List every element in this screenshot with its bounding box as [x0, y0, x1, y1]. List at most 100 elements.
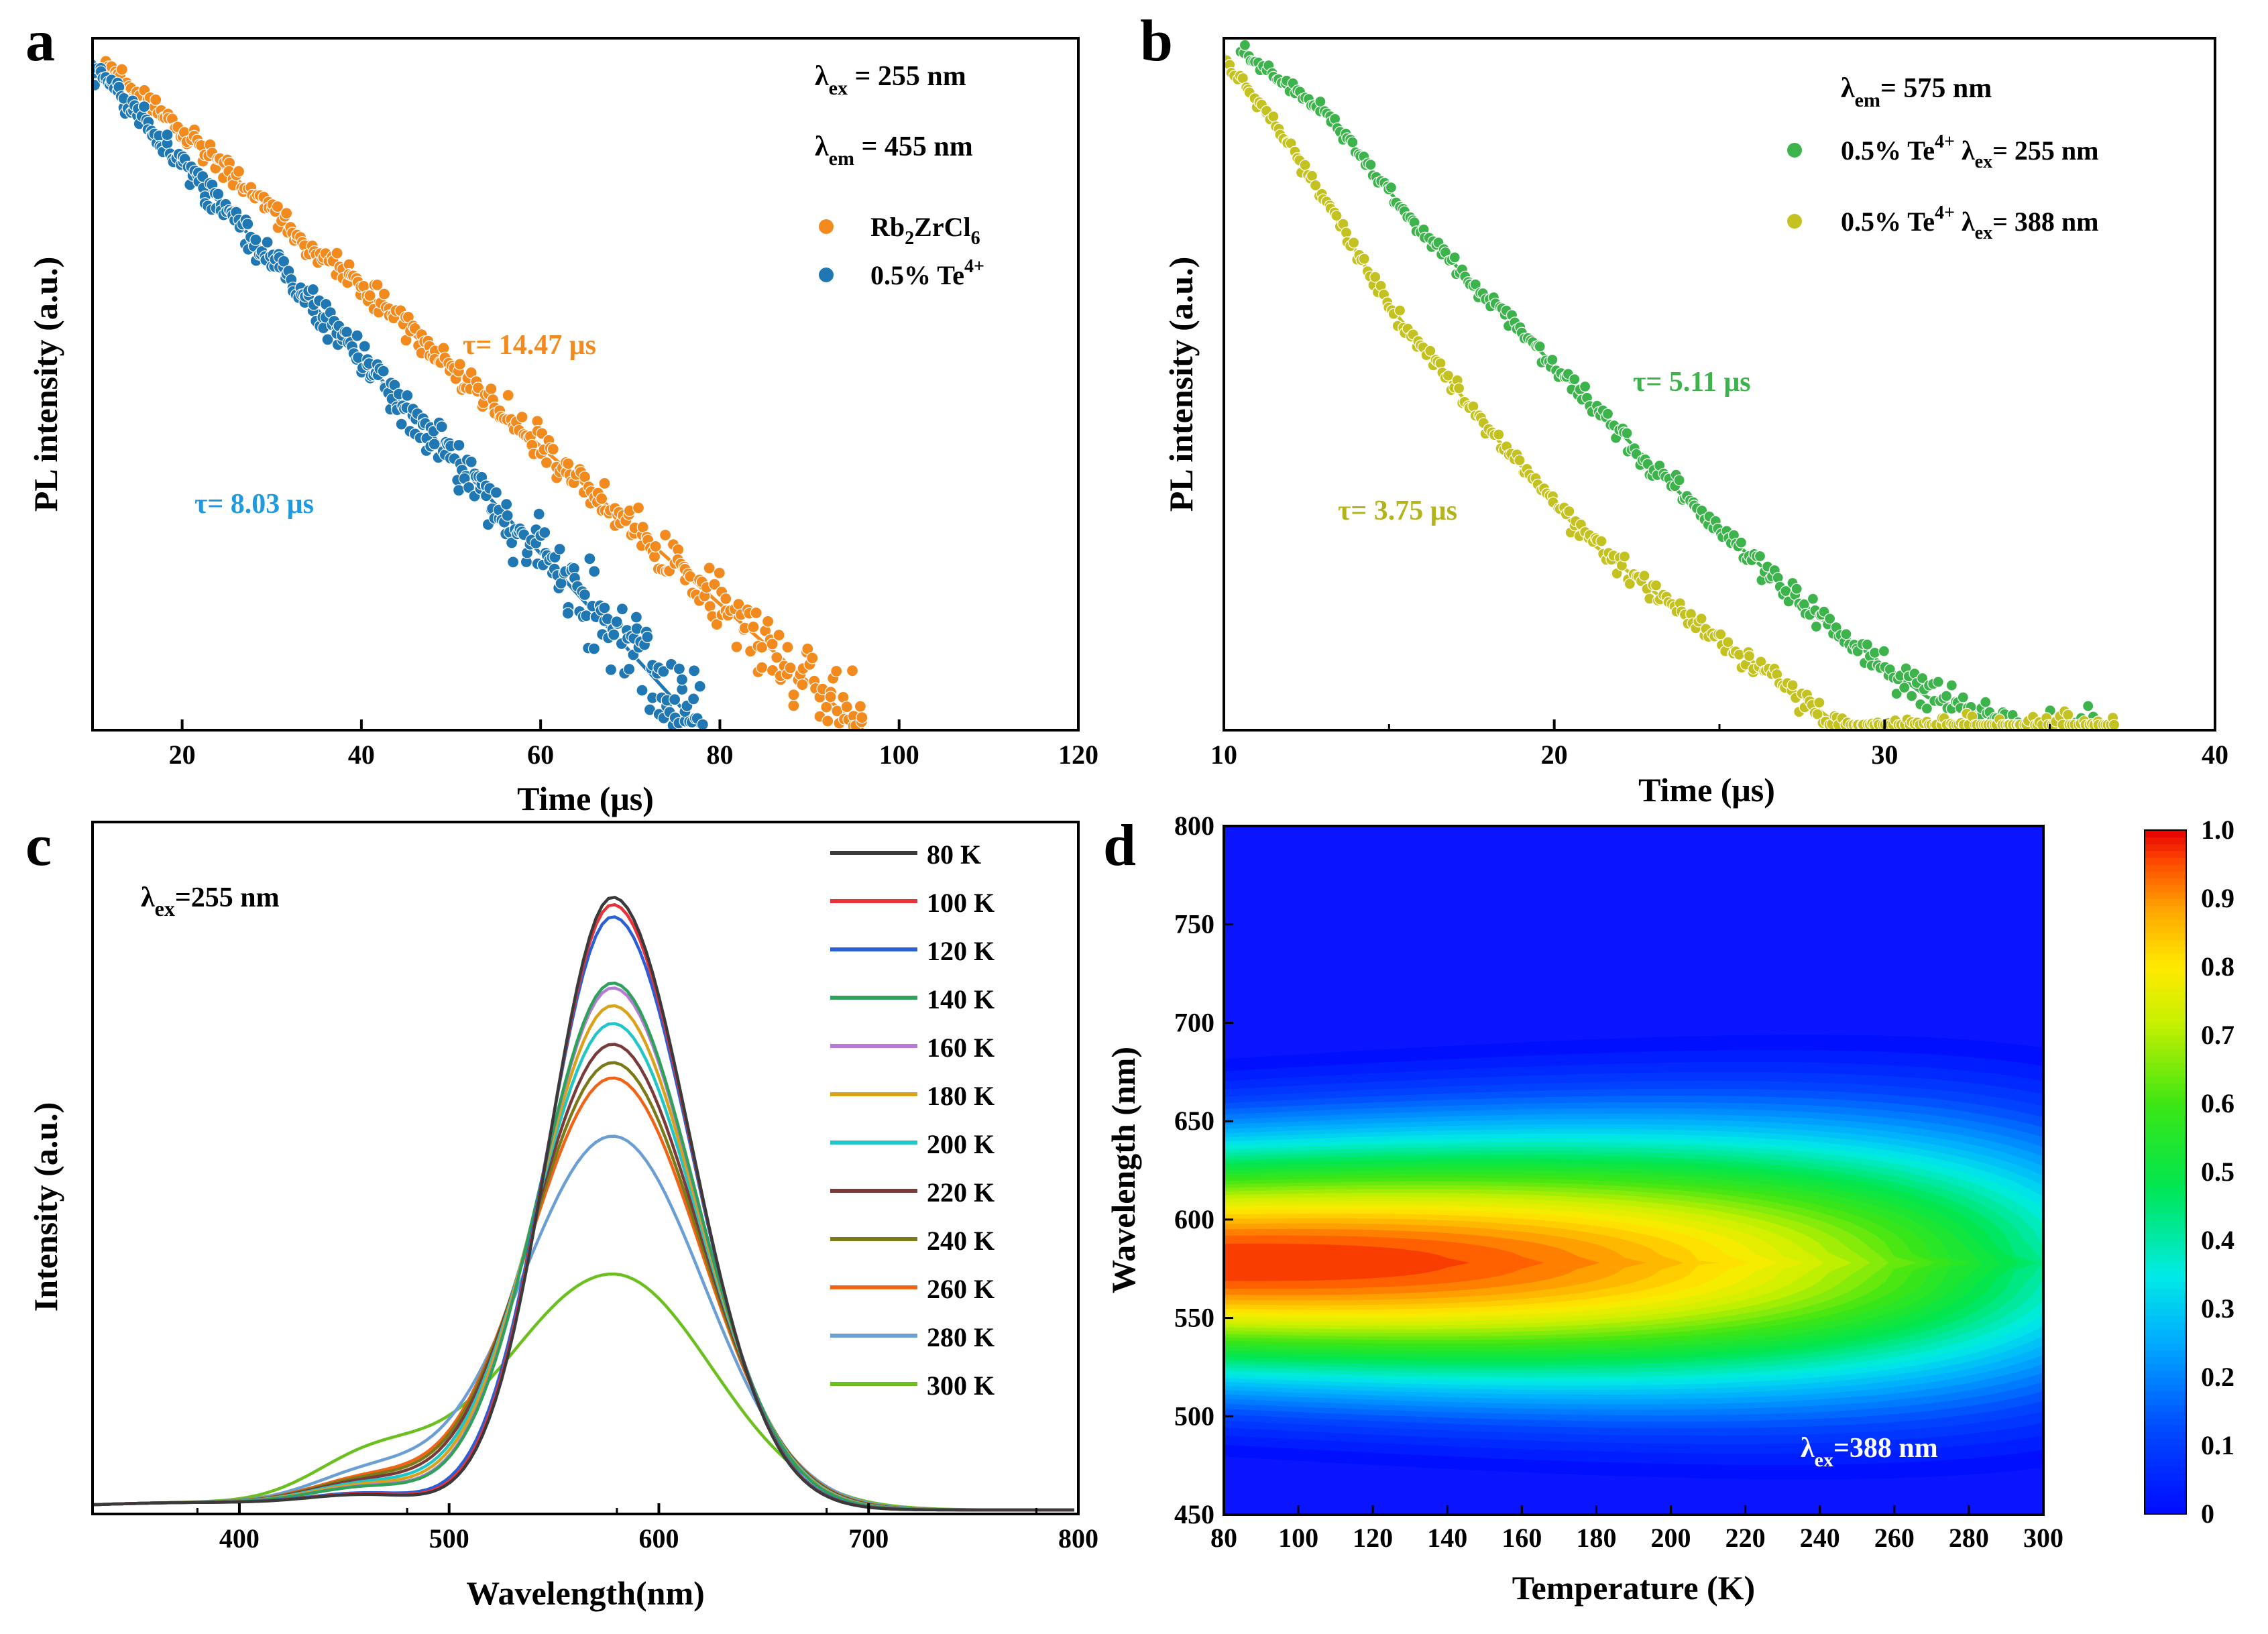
data-point-te: [587, 642, 601, 655]
data-point-rb2zrcl6: [821, 715, 834, 727]
colorbar-segment: [2145, 1069, 2186, 1077]
data-point-te: [428, 438, 441, 451]
data-point-te: [435, 420, 448, 433]
data-point-te: [630, 611, 643, 624]
data-point-te: [608, 628, 620, 641]
panel-d-xtick-label-220: 220: [1725, 1523, 1766, 1553]
data-point-green: [1673, 474, 1685, 486]
colorbar-segment: [2145, 850, 2186, 858]
panel-a-lambda-em: λem = 455 nm: [815, 131, 973, 170]
data-point-te: [673, 662, 686, 675]
data-point-rb2zrcl6: [516, 410, 528, 424]
colorbar-segment: [2145, 1480, 2186, 1487]
colorbar-segment: [2145, 1486, 2186, 1495]
data-point-te: [668, 693, 681, 706]
data-point-green: [1957, 691, 1969, 703]
data-point-rb2zrcl6: [773, 629, 785, 642]
data-point-yellow: [1493, 428, 1505, 441]
colorbar-segment: [2145, 1014, 2186, 1023]
panel-a-frame: [91, 37, 1080, 732]
data-point-te: [588, 565, 601, 578]
colorbar-tick-0: 0: [2201, 1499, 2214, 1529]
data-point-te: [598, 601, 611, 614]
data-point-rb2zrcl6: [632, 502, 645, 514]
tau-label-orange: τ= 14.47 μs: [463, 330, 596, 361]
data-point-yellow: [1813, 697, 1825, 709]
panel-c-frame: [91, 821, 1080, 1515]
panel-b-xtick-label-40: 40: [2202, 740, 2228, 770]
colorbar-segment: [2145, 1240, 2186, 1248]
data-point-te: [616, 603, 629, 616]
colorbar-segment: [2145, 933, 2186, 940]
data-point-yellow: [1347, 237, 1360, 249]
data-point-rb2zrcl6: [331, 247, 343, 259]
data-point-rb2zrcl6: [713, 567, 726, 579]
colorbar-segment: [2145, 1295, 2186, 1303]
data-point-rb2zrcl6: [659, 528, 672, 542]
colorbar-segment: [2145, 1021, 2186, 1029]
data-point-rb2zrcl6: [502, 389, 514, 402]
contour-band: [1224, 1243, 1470, 1281]
panel-d-ylabel: Wavelength (nm): [1104, 1047, 1142, 1293]
colorbar-segment: [2145, 1452, 2186, 1460]
colorbar-segment: [2145, 1035, 2186, 1043]
legend-label-yellow: 0.5% Te4+ λex= 388 nm: [1841, 202, 2098, 243]
data-point-yellow: [1563, 505, 1575, 518]
data-point-rb2zrcl6: [756, 661, 769, 674]
data-point-te: [553, 542, 566, 556]
colorbar-segment: [2145, 1130, 2186, 1139]
panel-d-label: d: [1103, 813, 1136, 878]
data-point-rb2zrcl6: [787, 689, 800, 701]
data-point-rb2zrcl6: [598, 477, 611, 490]
data-point-rb2zrcl6: [806, 652, 819, 664]
data-point-green: [1898, 681, 1911, 694]
panel-b-xlabel: Time (μs): [1638, 771, 1775, 809]
colorbar-tick-0.3: 0.3: [2201, 1293, 2234, 1324]
data-point-green: [1890, 687, 1903, 700]
colorbar-segment: [2145, 871, 2186, 879]
panel-d-frame: [1223, 825, 2045, 1516]
data-point-yellow: [1650, 579, 1662, 591]
colorbar-tick-0.6: 0.6: [2201, 1088, 2234, 1118]
panel-a-xtick-label-60: 60: [527, 740, 554, 770]
colorbar-segment: [2145, 1288, 2186, 1296]
panel-c-xlabel: Wavelength(nm): [466, 1574, 705, 1612]
panel-b-label: b: [1140, 9, 1173, 74]
data-point-green: [1365, 159, 1377, 171]
colorbar-segment: [2145, 830, 2186, 837]
colorbar-segment: [2145, 1275, 2186, 1282]
colorbar-segment: [2145, 1384, 2186, 1392]
panel-d-xlabel: Temperature (K): [1512, 1569, 1755, 1607]
colorbar-segment: [2145, 1500, 2186, 1508]
colorbar-tick-0.2: 0.2: [2201, 1362, 2234, 1392]
colorbar-tick-1.0: 1.0: [2201, 815, 2234, 845]
data-point-green: [1791, 583, 1803, 595]
data-point-yellow: [1453, 382, 1465, 394]
data-point-rb2zrcl6: [781, 641, 794, 654]
data-point-green: [1569, 373, 1581, 386]
panel-c-ylabel: Intensity (a.u.): [27, 1102, 64, 1312]
panel-b-ylabel: PL intensity (a.u.): [1162, 257, 1200, 512]
data-point-green: [1534, 341, 1546, 353]
data-point-te: [604, 663, 618, 677]
colorbar-segment: [2145, 1363, 2186, 1371]
data-point-yellow: [1618, 550, 1631, 563]
data-point-green: [1546, 353, 1558, 366]
colorbar-segment: [2145, 1104, 2186, 1111]
legend-label-260-K: 260 K: [927, 1274, 995, 1304]
data-point-te: [377, 365, 390, 377]
panel-d-ytick-label-600: 600: [1174, 1204, 1214, 1234]
colorbar-tick-0.9: 0.9: [2201, 883, 2234, 913]
colorbar-segment: [2145, 1042, 2186, 1050]
data-point-yellow: [1358, 253, 1370, 265]
panel-b-lambda-em: λem= 575 nm: [1841, 73, 1992, 111]
data-point-te: [687, 664, 701, 677]
data-point-green: [1239, 39, 1251, 51]
panel-b-x-ticks: 10 20 30 40: [1210, 719, 2228, 770]
data-point-rb2zrcl6: [280, 207, 293, 220]
data-point-te: [641, 630, 654, 644]
colorbar-segment: [2145, 1220, 2186, 1228]
panel-a-plot-area: [93, 55, 868, 730]
data-point-green: [1906, 690, 1918, 702]
data-point-te: [490, 486, 503, 499]
